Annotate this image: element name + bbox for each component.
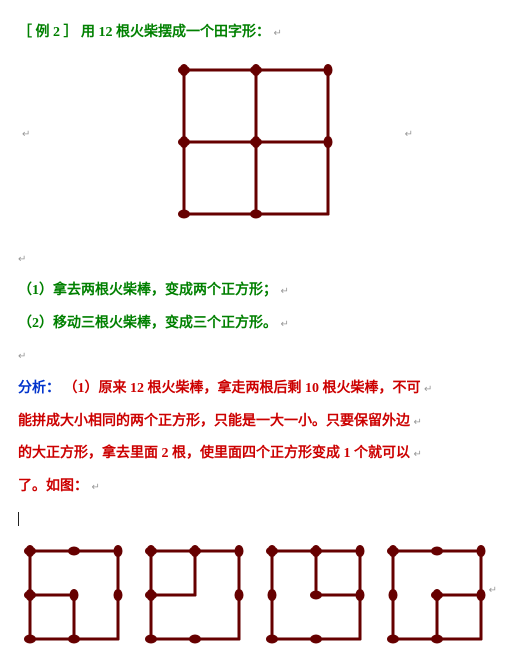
linebreak-mark: ↵ — [18, 348, 26, 367]
question-2: （2）移动三根火柴棒，变成三个正方形。 ↵ — [18, 311, 493, 338]
matchstick-diagram-variant — [383, 541, 491, 649]
linebreak-mark: ↵ — [22, 129, 30, 141]
example-title: 用 12 根火柴摆成一个田字形： — [81, 25, 270, 40]
figure-row-variants: ↵ — [20, 541, 491, 649]
analysis-text-1: （1）原来 12 根火柴棒，拿走两根后剩 10 根火柴棒，不可 — [64, 381, 421, 396]
analysis-text-3: 的大正方形，拿去里面 2 根，使里面四个正方形变成 1 个就可以 — [18, 446, 410, 461]
linebreak-mark: ↵ — [18, 251, 26, 270]
linebreak-mark: ↵ — [405, 129, 413, 141]
example-label-text: 例 2 — [36, 25, 61, 40]
linebreak-mark: ↵ — [414, 446, 422, 465]
example-label-open: ［ — [18, 25, 32, 40]
linebreak-mark: ↵ — [92, 479, 100, 498]
linebreak-mark: ↵ — [424, 381, 432, 400]
empty-line: ↵ — [18, 343, 493, 370]
matchstick-diagram-variant — [20, 541, 128, 649]
matchstick-diagram-variant — [141, 541, 249, 649]
analysis-text-4: 了。如图： — [18, 479, 88, 494]
analysis-line-1: 分析： （1）原来 12 根火柴棒，拿走两根后剩 10 根火柴棒，不可 ↵ — [18, 376, 493, 403]
matchstick-diagram-variant — [262, 541, 370, 649]
analysis-line-3: 的大正方形，拿去里面 2 根，使里面四个正方形变成 1 个就可以 ↵ — [18, 441, 493, 468]
example-heading: ［ 例 2 ］ 用 12 根火柴摆成一个田字形： ↵ — [18, 20, 493, 47]
question-1: （1）拿去两根火柴棒，变成两个正方形； ↵ — [18, 278, 493, 305]
analysis-line-4: 了。如图： ↵ — [18, 474, 493, 501]
text-cursor-icon — [18, 512, 19, 526]
example-label-close: ］ — [64, 25, 78, 40]
matchstick-diagram-main — [171, 57, 341, 227]
linebreak-mark: ↵ — [281, 283, 289, 302]
figure-tian: ↵ ↵ — [18, 57, 493, 232]
linebreak-mark: ↵ — [281, 316, 289, 335]
analysis-label: 分析： — [18, 381, 60, 396]
question-1-text: （1）拿去两根火柴棒，变成两个正方形； — [18, 283, 277, 298]
analysis-line-2: 能拼成大小相同的两个正方形，只能是一大一小。只要保留外边 ↵ — [18, 409, 493, 436]
empty-line: ↵ — [18, 246, 493, 273]
analysis-text-2: 能拼成大小相同的两个正方形，只能是一大一小。只要保留外边 — [18, 414, 410, 429]
linebreak-mark: ↵ — [489, 585, 497, 597]
question-2-text: （2）移动三根火柴棒，变成三个正方形。 — [18, 316, 277, 331]
linebreak-mark: ↵ — [274, 25, 282, 44]
text-cursor-line — [18, 506, 493, 533]
linebreak-mark: ↵ — [414, 414, 422, 433]
